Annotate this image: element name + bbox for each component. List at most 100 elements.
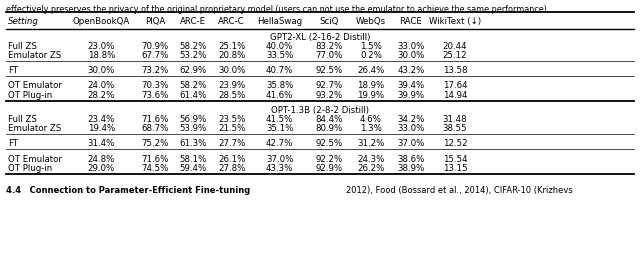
Text: effectively preserves the privacy of the original proprietary model (users can n: effectively preserves the privacy of the… [6, 5, 550, 14]
Text: 59.4%: 59.4% [180, 163, 207, 172]
Text: 92.5%: 92.5% [316, 65, 343, 74]
Text: 84.4%: 84.4% [316, 114, 343, 123]
Text: 23.5%: 23.5% [218, 114, 245, 123]
Text: 24.3%: 24.3% [357, 154, 385, 163]
Text: 30.0%: 30.0% [218, 65, 245, 74]
Text: OT Plug-in: OT Plug-in [8, 90, 52, 100]
Text: 74.5%: 74.5% [141, 163, 168, 172]
Text: Full ZS: Full ZS [8, 42, 37, 51]
Text: 92.7%: 92.7% [316, 81, 343, 90]
Text: 26.4%: 26.4% [357, 65, 385, 74]
Text: OT Emulator: OT Emulator [8, 154, 62, 163]
Text: 25.12: 25.12 [443, 51, 467, 60]
Text: 4.6%: 4.6% [360, 114, 382, 123]
Text: 61.4%: 61.4% [180, 90, 207, 100]
Text: Emulator ZS: Emulator ZS [8, 51, 61, 60]
Text: Setting: Setting [8, 17, 39, 26]
Text: 70.3%: 70.3% [141, 81, 168, 90]
Text: 41.6%: 41.6% [266, 90, 293, 100]
Text: RACE: RACE [399, 17, 422, 26]
Text: 2012), Food (Bossard et al., 2014), CIFAR-10 (Krizhevs: 2012), Food (Bossard et al., 2014), CIFA… [346, 185, 572, 194]
Text: 0.2%: 0.2% [360, 51, 382, 60]
Text: 38.9%: 38.9% [397, 163, 424, 172]
Text: 38.6%: 38.6% [397, 154, 424, 163]
Text: 12.52: 12.52 [443, 138, 467, 147]
Text: 34.2%: 34.2% [397, 114, 424, 123]
Text: 92.9%: 92.9% [316, 163, 343, 172]
Text: Emulator ZS: Emulator ZS [8, 123, 61, 133]
Text: 1.5%: 1.5% [360, 42, 382, 51]
Text: FT: FT [8, 138, 19, 147]
Text: 68.7%: 68.7% [141, 123, 168, 133]
Text: WebQs: WebQs [356, 17, 386, 26]
Text: OT Plug-in: OT Plug-in [8, 163, 52, 172]
Text: 71.6%: 71.6% [141, 114, 168, 123]
Text: 73.6%: 73.6% [141, 90, 168, 100]
Text: 31.4%: 31.4% [88, 138, 115, 147]
Text: 24.0%: 24.0% [88, 81, 115, 90]
Text: 25.1%: 25.1% [218, 42, 245, 51]
Text: 19.4%: 19.4% [88, 123, 115, 133]
Text: 38.55: 38.55 [443, 123, 467, 133]
Text: 21.5%: 21.5% [218, 123, 245, 133]
Text: 20.8%: 20.8% [218, 51, 245, 60]
Text: 40.0%: 40.0% [266, 42, 293, 51]
Text: 31.48: 31.48 [443, 114, 467, 123]
Text: 13.15: 13.15 [443, 163, 467, 172]
Text: 73.2%: 73.2% [141, 65, 168, 74]
Text: 70.9%: 70.9% [141, 42, 168, 51]
Text: 62.9%: 62.9% [180, 65, 207, 74]
Text: 24.8%: 24.8% [88, 154, 115, 163]
Text: 40.7%: 40.7% [266, 65, 293, 74]
Text: WikiText (↓): WikiText (↓) [429, 17, 481, 26]
Text: 58.1%: 58.1% [180, 154, 207, 163]
Text: 13.58: 13.58 [443, 65, 467, 74]
Text: 23.4%: 23.4% [88, 114, 115, 123]
Text: 75.2%: 75.2% [141, 138, 168, 147]
Text: 33.0%: 33.0% [397, 42, 424, 51]
Text: 53.9%: 53.9% [180, 123, 207, 133]
Text: 83.2%: 83.2% [316, 42, 343, 51]
Text: OpenBookQA: OpenBookQA [73, 17, 130, 26]
Text: 61.3%: 61.3% [180, 138, 207, 147]
Text: 30.0%: 30.0% [88, 65, 115, 74]
Text: Full ZS: Full ZS [8, 114, 37, 123]
Text: 41.5%: 41.5% [266, 114, 293, 123]
Text: 39.9%: 39.9% [397, 90, 424, 100]
Text: 71.6%: 71.6% [141, 154, 168, 163]
Text: HellaSwag: HellaSwag [257, 17, 302, 26]
Text: 30.0%: 30.0% [397, 51, 424, 60]
Text: 33.5%: 33.5% [266, 51, 293, 60]
Text: 35.1%: 35.1% [266, 123, 293, 133]
Text: 20.44: 20.44 [443, 42, 467, 51]
Text: 31.2%: 31.2% [357, 138, 385, 147]
Text: 43.3%: 43.3% [266, 163, 293, 172]
Text: FT: FT [8, 65, 19, 74]
Text: 33.0%: 33.0% [397, 123, 424, 133]
Text: 42.7%: 42.7% [266, 138, 293, 147]
Text: 58.2%: 58.2% [180, 42, 207, 51]
Text: ARC-C: ARC-C [218, 17, 245, 26]
Text: 56.9%: 56.9% [180, 114, 207, 123]
Text: 37.0%: 37.0% [397, 138, 424, 147]
Text: 29.0%: 29.0% [88, 163, 115, 172]
Text: SciQ: SciQ [319, 17, 339, 26]
Text: 35.8%: 35.8% [266, 81, 293, 90]
Text: 27.7%: 27.7% [218, 138, 245, 147]
Text: 17.64: 17.64 [443, 81, 467, 90]
Text: 23.0%: 23.0% [88, 42, 115, 51]
Text: 28.2%: 28.2% [88, 90, 115, 100]
Text: ARC-E: ARC-E [180, 17, 206, 26]
Text: 92.2%: 92.2% [316, 154, 343, 163]
Text: PIQA: PIQA [145, 17, 165, 26]
Text: 43.2%: 43.2% [397, 65, 424, 74]
Text: 53.2%: 53.2% [180, 51, 207, 60]
Text: GPT2-XL (2-16-2 Distill): GPT2-XL (2-16-2 Distill) [270, 33, 370, 42]
Text: 14.94: 14.94 [443, 90, 467, 100]
Text: 28.5%: 28.5% [218, 90, 245, 100]
Text: 15.54: 15.54 [443, 154, 467, 163]
Text: 18.8%: 18.8% [88, 51, 115, 60]
Text: 92.5%: 92.5% [316, 138, 343, 147]
Text: 39.4%: 39.4% [397, 81, 424, 90]
Text: 37.0%: 37.0% [266, 154, 293, 163]
